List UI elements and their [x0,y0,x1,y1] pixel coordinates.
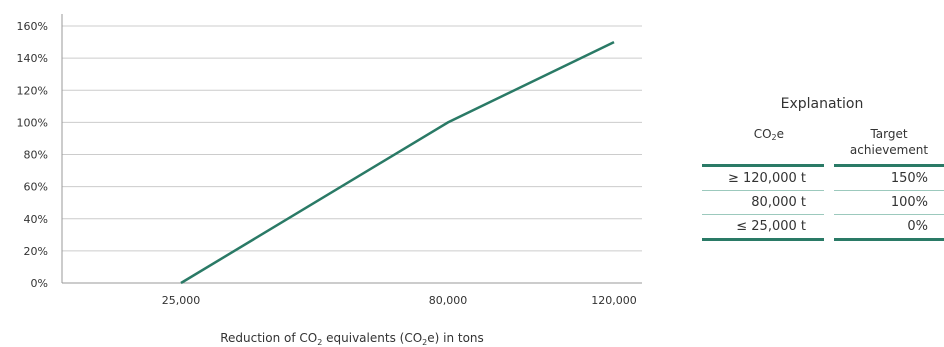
y-tick-label-100: 100% [17,116,48,129]
x-axis-label: Reduction of CO2 equivalents (CO2e) in t… [220,331,484,347]
y-tick-label-60: 60% [24,181,48,194]
row-3-co2e: ≤ 25,000 t [736,219,806,234]
header-rule-left [702,164,824,167]
header-co2e: CO2e [753,127,784,142]
y-tick-label-160: 160% [17,20,48,33]
x-axis-ticks: 25,000 80,000 120,000 [162,294,637,307]
explanation-panel: Explanation CO2e Target achievement ≥ 120… [702,96,944,241]
row-2-co2e: 80,000 t [751,195,806,210]
explanation-title: Explanation [780,96,864,112]
y-tick-label-80: 80% [24,149,48,162]
x-tick-label-120000: 120,000 [591,294,637,307]
row-1-co2e: ≥ 120,000 t [727,171,806,186]
x-tick-label-25000: 25,000 [162,294,201,307]
y-tick-label-20: 20% [24,245,48,258]
line-chart: 0% 20% 40% 60% 80% 100% 120% 140% 160% 25,000 80,… [17,14,642,347]
row-3-target: 0% [907,219,928,234]
footer-rule-right [834,238,944,241]
gridlines [62,25,642,284]
header-target-achievement: Target achievement [849,127,929,157]
footer-rule-left [702,238,824,241]
y-tick-label-120: 120% [17,84,48,97]
row-2-target: 100% [890,195,928,210]
series-line-target-achievement [180,40,615,285]
header-rule-right [834,164,944,167]
y-tick-label-0: 0% [31,277,48,290]
row-1-target: 150% [890,171,928,186]
x-tick-label-80000: 80,000 [429,294,468,307]
y-tick-label-140: 140% [17,52,48,65]
y-axis-ticks: 0% 20% 40% 60% 80% 100% 120% 140% 160% [17,20,48,290]
explanation-table: CO2e Target achievement ≥ 120,000 t 150% … [702,126,944,241]
y-tick-label-40: 40% [24,213,48,226]
